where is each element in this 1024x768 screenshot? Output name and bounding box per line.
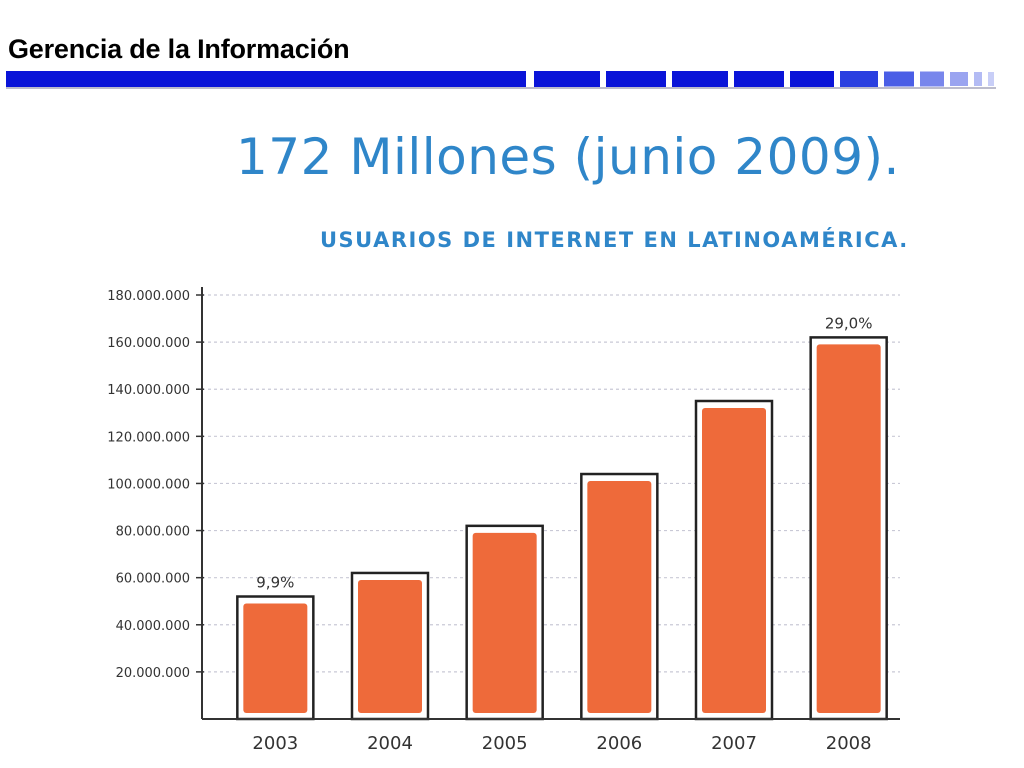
title-bar-segment <box>974 72 982 86</box>
x-tick-label: 2003 <box>252 733 298 754</box>
x-tick-label: 2008 <box>826 733 872 754</box>
y-tick-label: 100.000.000 <box>107 477 190 492</box>
data-label: 29,0% <box>825 314 873 332</box>
y-tick-label: 120.000.000 <box>107 430 190 445</box>
title-bar-segment <box>534 71 600 87</box>
axes <box>196 287 900 720</box>
title-bar-segment <box>920 71 944 87</box>
bar <box>702 408 766 713</box>
bar <box>587 481 652 713</box>
title-bar-segment <box>6 71 526 87</box>
x-tick-label: 2004 <box>367 733 413 754</box>
slide-title: Gerencia de la Información <box>8 34 350 64</box>
x-tick-label: 2006 <box>596 733 642 754</box>
y-tick-label: 40.000.000 <box>116 619 190 634</box>
y-tick-label: 160.000.000 <box>107 336 190 351</box>
x-tick-label: 2007 <box>711 733 757 754</box>
y-tick-label: 60.000.000 <box>116 572 190 587</box>
bar <box>816 344 881 713</box>
bar-chart: 20.000.000 40.000.000 60.000.000 80.000.000… <box>107 287 900 754</box>
title-bar-segment <box>672 71 728 87</box>
x-tick-label: 2005 <box>482 733 528 754</box>
bar <box>358 579 422 713</box>
bars <box>236 336 888 721</box>
y-tick-label: 80.000.000 <box>116 525 190 540</box>
bar <box>243 603 308 713</box>
title-bar-segment <box>840 71 878 87</box>
chart-title: 172 Millones (junio 2009). <box>236 128 900 186</box>
title-bar-shadow <box>6 87 996 89</box>
y-tick-label: 140.000.000 <box>107 383 190 398</box>
y-tick-label: 20.000.000 <box>116 666 190 681</box>
title-bar-segment <box>884 71 914 87</box>
title-underline-bar <box>6 71 996 89</box>
title-bar-segment <box>950 72 968 86</box>
grid-lines <box>202 294 900 673</box>
title-bar-segment <box>988 72 994 86</box>
title-bar-segment <box>790 71 834 87</box>
y-tick-label: 180.000.000 <box>107 289 190 304</box>
bar <box>472 532 537 713</box>
labels: 20.000.000 40.000.000 60.000.000 80.000.000… <box>107 289 872 754</box>
title-bar-segment <box>734 71 784 87</box>
title-bar-segment <box>606 71 666 87</box>
data-label: 9,9% <box>256 574 294 592</box>
chart-subtitle: USUARIOS DE INTERNET EN LATINOAMÉRICA. <box>320 228 909 252</box>
